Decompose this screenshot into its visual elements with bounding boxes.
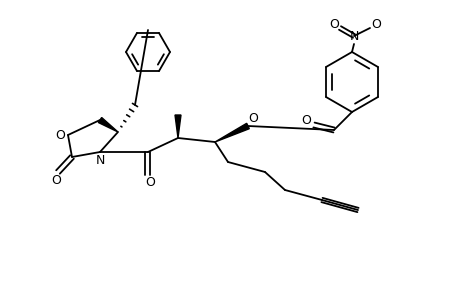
- Text: O: O: [300, 113, 310, 127]
- Text: O: O: [328, 17, 338, 31]
- Text: O: O: [370, 17, 380, 31]
- Polygon shape: [98, 118, 118, 132]
- Text: O: O: [51, 173, 61, 187]
- Polygon shape: [214, 123, 249, 142]
- Text: O: O: [145, 176, 155, 190]
- Polygon shape: [174, 115, 180, 138]
- Text: O: O: [55, 128, 65, 142]
- Text: N: N: [348, 29, 358, 43]
- Text: N: N: [95, 154, 105, 166]
- Text: O: O: [247, 112, 257, 124]
